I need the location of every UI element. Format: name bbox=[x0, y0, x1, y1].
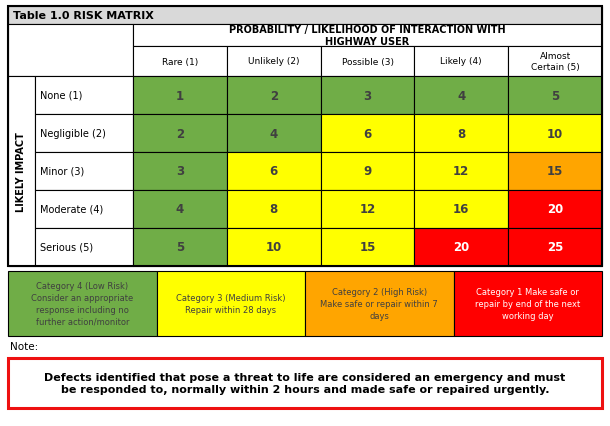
Text: 6: 6 bbox=[270, 165, 278, 178]
Bar bbox=[8, 7, 602, 266]
Bar bbox=[8, 7, 602, 25]
Text: Category 3 (Medium Risk)
Repair within 28 days: Category 3 (Medium Risk) Repair within 2… bbox=[176, 294, 285, 314]
Bar bbox=[227, 153, 321, 190]
Bar bbox=[35, 228, 133, 266]
Text: Note:: Note: bbox=[10, 341, 38, 351]
Text: Category 4 (Low Risk)
Consider an appropriate
response including no
further acti: Category 4 (Low Risk) Consider an approp… bbox=[31, 282, 134, 326]
Text: 4: 4 bbox=[176, 203, 184, 216]
Bar bbox=[133, 228, 227, 266]
Bar bbox=[321, 77, 414, 115]
Bar bbox=[133, 153, 227, 190]
Bar bbox=[508, 190, 602, 228]
Bar bbox=[133, 115, 227, 153]
Bar bbox=[321, 153, 414, 190]
Text: None (1): None (1) bbox=[40, 91, 82, 101]
Bar bbox=[414, 228, 508, 266]
Text: 4: 4 bbox=[457, 89, 465, 102]
Bar bbox=[508, 77, 602, 115]
Bar bbox=[133, 190, 227, 228]
Text: 15: 15 bbox=[359, 241, 376, 254]
Bar bbox=[508, 153, 602, 190]
Text: 9: 9 bbox=[364, 165, 371, 178]
Text: 20: 20 bbox=[453, 241, 470, 254]
Bar bbox=[414, 190, 508, 228]
Text: 15: 15 bbox=[547, 165, 563, 178]
Text: 10: 10 bbox=[547, 127, 563, 140]
Text: 8: 8 bbox=[457, 127, 465, 140]
Text: Negligible (2): Negligible (2) bbox=[40, 129, 106, 139]
Bar bbox=[321, 190, 414, 228]
Bar bbox=[8, 358, 602, 408]
Text: Serious (5): Serious (5) bbox=[40, 242, 93, 253]
Bar bbox=[321, 47, 414, 77]
Text: 8: 8 bbox=[270, 203, 278, 216]
Bar bbox=[305, 271, 453, 336]
Text: 25: 25 bbox=[547, 241, 563, 254]
Text: Likely (4): Likely (4) bbox=[440, 58, 482, 66]
Bar bbox=[227, 47, 321, 77]
Bar bbox=[508, 47, 602, 77]
Text: PROBABILITY / LIKELIHOOD OF INTERACTION WITH
HIGHWAY USER: PROBABILITY / LIKELIHOOD OF INTERACTION … bbox=[229, 25, 506, 47]
Bar bbox=[157, 271, 305, 336]
Bar bbox=[35, 190, 133, 228]
Text: 12: 12 bbox=[359, 203, 376, 216]
Text: 12: 12 bbox=[453, 165, 470, 178]
Text: 16: 16 bbox=[453, 203, 470, 216]
Bar bbox=[414, 115, 508, 153]
Text: Defects identified that pose a threat to life are considered an emergency and mu: Defects identified that pose a threat to… bbox=[45, 372, 565, 394]
Text: 10: 10 bbox=[265, 241, 282, 254]
Bar bbox=[8, 271, 157, 336]
Bar bbox=[414, 153, 508, 190]
Bar bbox=[321, 228, 414, 266]
Bar bbox=[227, 77, 321, 115]
Text: 2: 2 bbox=[270, 89, 278, 102]
Text: Almost
Certain (5): Almost Certain (5) bbox=[531, 52, 580, 72]
Bar bbox=[8, 77, 35, 266]
Bar bbox=[8, 25, 133, 77]
Text: 5: 5 bbox=[551, 89, 559, 102]
Text: LIKELY IMPACT: LIKELY IMPACT bbox=[16, 132, 26, 211]
Text: 6: 6 bbox=[364, 127, 371, 140]
Bar bbox=[453, 271, 602, 336]
Text: Rare (1): Rare (1) bbox=[162, 58, 198, 66]
Text: Possible (3): Possible (3) bbox=[342, 58, 393, 66]
Text: 3: 3 bbox=[176, 165, 184, 178]
Bar bbox=[321, 115, 414, 153]
Bar bbox=[414, 47, 508, 77]
Text: 3: 3 bbox=[364, 89, 371, 102]
Text: Moderate (4): Moderate (4) bbox=[40, 204, 103, 215]
Bar bbox=[35, 77, 133, 115]
Bar bbox=[227, 115, 321, 153]
Text: 20: 20 bbox=[547, 203, 563, 216]
Text: 4: 4 bbox=[270, 127, 278, 140]
Bar bbox=[227, 228, 321, 266]
Text: Minor (3): Minor (3) bbox=[40, 167, 84, 177]
Text: 5: 5 bbox=[176, 241, 184, 254]
Bar bbox=[133, 77, 227, 115]
Bar bbox=[414, 77, 508, 115]
Bar bbox=[133, 25, 602, 47]
Text: Table 1.0 RISK MATRIX: Table 1.0 RISK MATRIX bbox=[13, 11, 154, 21]
Text: Category 2 (High Risk)
Make safe or repair within 7
days: Category 2 (High Risk) Make safe or repa… bbox=[320, 288, 438, 320]
Bar bbox=[35, 115, 133, 153]
Bar bbox=[508, 115, 602, 153]
Text: 2: 2 bbox=[176, 127, 184, 140]
Bar bbox=[227, 190, 321, 228]
Bar bbox=[508, 228, 602, 266]
Text: Category 1 Make safe or
repair by end of the next
working day: Category 1 Make safe or repair by end of… bbox=[475, 288, 580, 320]
Bar bbox=[133, 47, 227, 77]
Text: Unlikely (2): Unlikely (2) bbox=[248, 58, 300, 66]
Text: 1: 1 bbox=[176, 89, 184, 102]
Bar bbox=[35, 153, 133, 190]
